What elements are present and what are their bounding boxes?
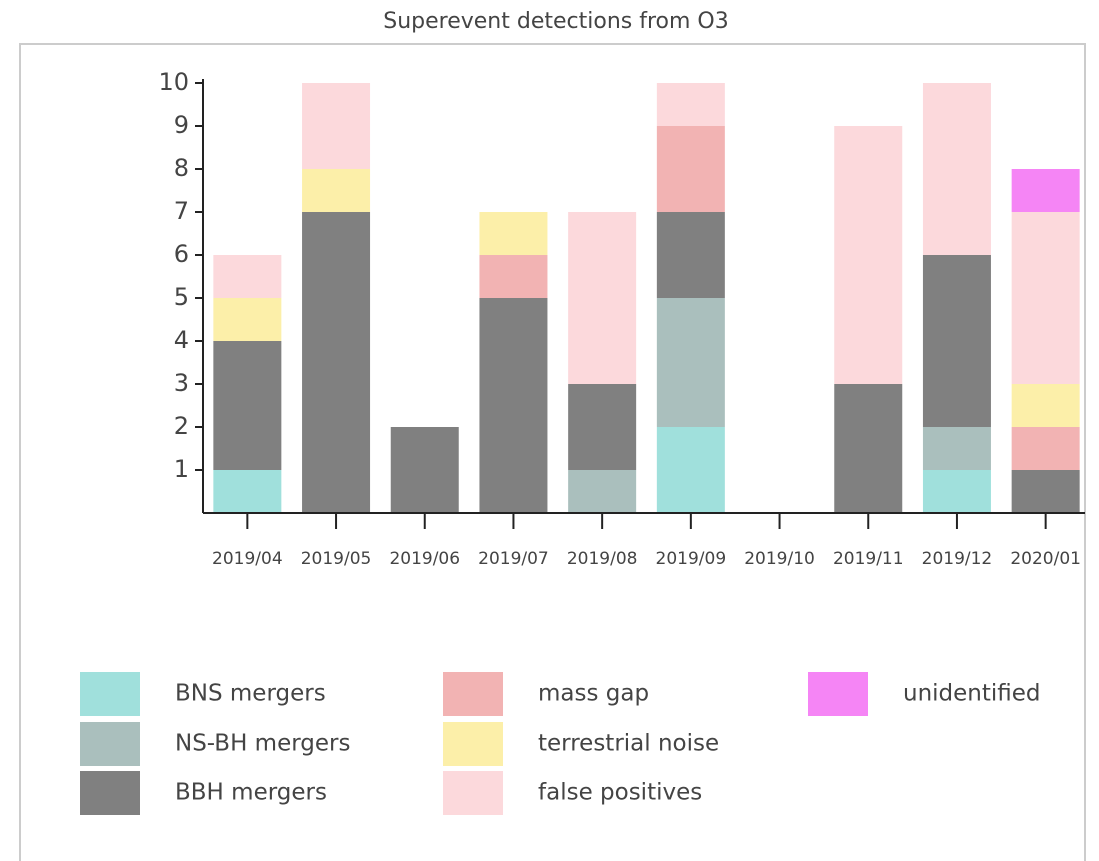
bar-segment	[834, 126, 903, 384]
bar-segment	[213, 298, 282, 341]
bar-segment	[213, 470, 282, 513]
legend-swatch	[443, 771, 503, 815]
chart-frame	[19, 43, 1086, 861]
y-tick-label: 9	[174, 111, 189, 139]
legend-label: BBH mergers	[175, 780, 327, 806]
bar-segment	[922, 470, 991, 513]
bar-segment	[1011, 212, 1080, 384]
legend-label: false positives	[538, 780, 702, 806]
bar-segment	[1011, 384, 1080, 427]
bar-segment	[656, 427, 725, 513]
bar-segment	[568, 212, 637, 384]
bar-segment	[656, 83, 725, 126]
x-tick-label: 2019/11	[833, 549, 904, 569]
bar-segment	[656, 212, 725, 298]
bar-segment	[302, 212, 371, 513]
y-tick-label: 10	[158, 68, 189, 96]
legend-label: NS-BH mergers	[175, 731, 350, 757]
y-tick-label: 4	[174, 326, 189, 354]
bar-segment	[1011, 470, 1080, 513]
bar-segment	[1011, 169, 1080, 212]
bar-segment	[922, 83, 991, 255]
bar-segment	[390, 427, 459, 513]
x-tick-label: 2019/06	[389, 549, 460, 569]
x-tick-label: 2019/05	[301, 549, 372, 569]
y-tick-label: 2	[174, 412, 189, 440]
x-tick-label: 2019/10	[744, 549, 815, 569]
bar-segment	[568, 384, 637, 470]
bar-segment	[479, 255, 548, 298]
bar-segment	[834, 384, 903, 513]
legend-swatch	[80, 672, 140, 716]
y-tick-label: 6	[174, 240, 189, 268]
y-tick-label: 8	[174, 154, 189, 182]
x-tick-label: 2020/01	[1010, 549, 1081, 569]
legend-swatch	[80, 771, 140, 815]
bar-segment	[922, 427, 991, 470]
bar-segment	[479, 298, 548, 513]
x-tick-label: 2019/12	[922, 549, 993, 569]
legend-label: terrestrial noise	[538, 731, 719, 757]
x-tick-label: 2019/09	[656, 549, 727, 569]
legend-label: BNS mergers	[175, 681, 326, 707]
legend-label: mass gap	[538, 681, 649, 707]
bar-segment	[213, 255, 282, 298]
bar-segment	[213, 341, 282, 470]
bar-segment	[656, 126, 725, 212]
bar-segment	[1011, 427, 1080, 470]
bar-segment	[479, 212, 548, 255]
legend-label: unidentified	[903, 681, 1041, 707]
bar-segment	[302, 169, 371, 212]
bar-segment	[302, 83, 371, 169]
x-tick-label: 2019/08	[567, 549, 638, 569]
x-tick-label: 2019/04	[212, 549, 283, 569]
bar-segment	[922, 255, 991, 427]
x-tick-label: 2019/07	[478, 549, 549, 569]
y-tick-label: 7	[174, 197, 189, 225]
chart-title: Superevent detections from O3	[383, 9, 728, 34]
bar-segment	[656, 298, 725, 427]
bar-segment	[568, 470, 637, 513]
y-tick-label: 3	[174, 369, 189, 397]
legend-swatch	[443, 672, 503, 716]
y-tick-label: 5	[174, 283, 189, 311]
legend-swatch	[80, 722, 140, 766]
legend-swatch	[808, 672, 868, 716]
legend-swatch	[443, 722, 503, 766]
y-tick-label: 1	[174, 455, 189, 483]
